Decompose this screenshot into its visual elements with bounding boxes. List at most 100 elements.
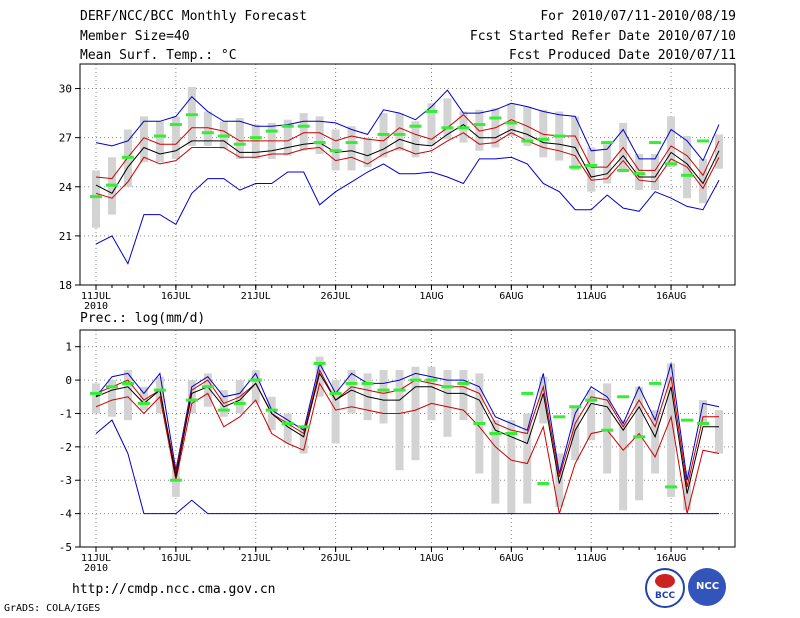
prec-spread-bar <box>667 363 676 497</box>
temp-spread-bar <box>395 113 404 151</box>
prec-xtick-label: 26JUL <box>321 553 351 564</box>
temp-spread-bar <box>427 103 436 146</box>
prec-spread-bar <box>507 420 516 514</box>
prec-ytick-label: -4 <box>59 508 73 521</box>
temp-spread-bar <box>587 147 596 192</box>
forecast-produced-date: Fcst Produced Date 2010/07/11 <box>509 48 736 63</box>
prec-ytick-label: -2 <box>59 441 72 454</box>
prec-spread-bar <box>331 380 340 444</box>
prec-min-line <box>95 419 719 515</box>
temp-xtick-label: 21JUL <box>241 291 271 302</box>
temp-ytick-label: 21 <box>59 230 72 243</box>
prec-xtick-label: 16AUG <box>656 553 686 564</box>
prec-xtick-label: 11JUL <box>81 553 111 564</box>
temp-spread-bar <box>603 144 612 184</box>
prec-spread-bar <box>347 370 356 414</box>
temp-upper-line <box>95 114 720 180</box>
prec-xtick-label: 21JUL <box>241 553 271 564</box>
prec-spread-bar <box>715 410 723 454</box>
temp-spread-bar <box>475 109 484 151</box>
prec-xtick-label: 11AUG <box>576 553 606 564</box>
temp-xtick-label: 26JUL <box>321 291 351 302</box>
temp-spread-bar <box>315 116 324 155</box>
forecast-period: For 2010/07/11-2010/08/19 <box>540 9 736 24</box>
temp-ytick-label: 30 <box>59 83 72 96</box>
temp-spread-bar <box>571 116 580 171</box>
prec-spread-bar <box>523 413 532 504</box>
prec-spread-bar <box>651 410 660 474</box>
prec-spread-bar <box>571 406 580 461</box>
prec-plot-frame <box>79 329 736 548</box>
temp-spread-bar <box>363 137 372 168</box>
prec-max-line <box>95 361 720 481</box>
temp-min-line <box>95 156 720 265</box>
prec-spread-bar <box>459 370 468 421</box>
temp-spread-bar <box>155 121 164 163</box>
prec-spread-bar <box>491 420 500 504</box>
prec-spread-bar <box>411 366 420 461</box>
prec-spread-bar <box>379 370 388 424</box>
temp-spread-bar <box>443 98 452 140</box>
temp-xtick-label: 11JUL <box>81 291 111 302</box>
prec-spread-bar <box>555 453 564 507</box>
temp-xtick-label: 16AUG <box>656 291 686 302</box>
prec-ytick-label: -3 <box>59 474 72 487</box>
prec-xtick-label: 16JUL <box>161 553 191 564</box>
prec-spread-bar <box>283 413 292 444</box>
member-size: Member Size=40 <box>80 29 190 44</box>
temp-spread-bar <box>347 126 356 171</box>
prec-spread-bar <box>443 370 452 437</box>
temp-spread-bar <box>235 118 244 159</box>
prec-xtick-year: 2010 <box>84 563 108 574</box>
prec-spread-bar <box>699 400 708 424</box>
temp-spread-bar <box>251 124 260 159</box>
temp-xtick-label: 1AUG <box>419 291 443 302</box>
temp-ytick-label: 18 <box>59 279 72 292</box>
forecast-started-date: Fcst Started Refer Date 2010/07/10 <box>469 29 736 44</box>
prec-spread-bar <box>203 373 212 407</box>
temp-mean-line <box>95 123 720 194</box>
prec-mean-line <box>95 372 719 494</box>
prec-spread-bar <box>92 383 100 414</box>
temp-lower-line <box>95 132 720 199</box>
source-url[interactable]: http://cmdp.ncc.cma.gov.cn <box>72 582 276 597</box>
prec-spread-bar <box>107 380 116 417</box>
temp-spread-bar <box>203 111 212 146</box>
prec-xtick-label: 1AUG <box>419 553 443 564</box>
prec-spread-bar <box>619 420 628 511</box>
prec-spread-bar <box>251 370 260 404</box>
prec-ytick-label: -1 <box>59 407 72 420</box>
temp-spread-bar <box>299 113 308 151</box>
prec-ytick-label: 0 <box>65 374 72 387</box>
prec-spread-bar <box>299 426 308 454</box>
bcc-logo: BCC <box>645 568 685 608</box>
temp-spread-bar <box>283 119 292 156</box>
prec-spread-bar <box>155 376 164 414</box>
prec-spread-bar <box>635 386 644 501</box>
prec-spread-bar <box>123 370 132 421</box>
temp-max-line <box>95 89 720 162</box>
prec-xtick-label: 6AUG <box>499 553 523 564</box>
ncc-logo-text: NCC <box>696 581 720 592</box>
prec-lower-line <box>95 382 720 514</box>
ncc-logo: NCC <box>688 568 726 606</box>
temp-xtick-label: 16JUL <box>161 291 191 302</box>
prec-spread-bar <box>539 376 548 424</box>
temp-spread-bar <box>139 116 148 163</box>
precip-panel-title: Prec.: log(mm/d) <box>80 311 205 326</box>
prec-ytick-label: 1 <box>65 341 72 354</box>
temp-ytick-label: 24 <box>59 181 73 194</box>
grads-credit: GrADS: COLA/IGES <box>4 603 101 614</box>
prec-spread-bar <box>187 380 196 414</box>
prec-spread-bar <box>603 383 612 474</box>
temp-spread-bar <box>635 154 644 191</box>
variable-label: Mean Surf. Temp.: °C <box>80 48 237 63</box>
prec-spread-bar <box>139 386 148 411</box>
chart-title: DERF/NCC/BCC Monthly Forecast <box>80 9 307 24</box>
prec-upper-line <box>95 368 719 488</box>
prec-ytick-label: -5 <box>59 541 72 554</box>
temp-xtick-label: 6AUG <box>499 291 523 302</box>
temp-spread-bar <box>187 86 196 146</box>
temp-spread-bar <box>651 154 660 191</box>
